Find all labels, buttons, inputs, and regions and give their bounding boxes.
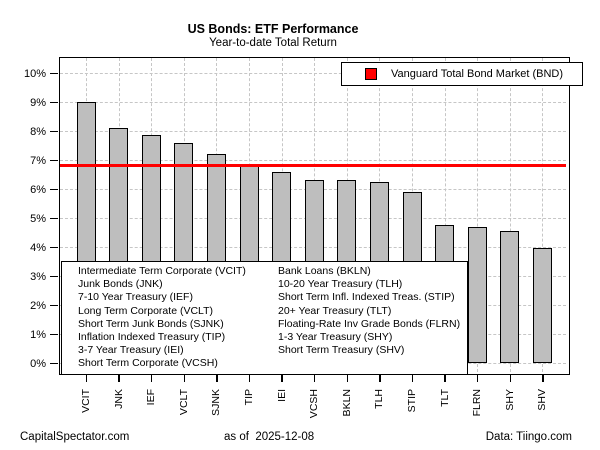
y-axis-tick (50, 362, 58, 365)
y-axis-tick (50, 159, 58, 162)
x-axis-tick (346, 375, 349, 382)
title-block: US Bonds: ETF Performance Year-to-date T… (0, 22, 546, 50)
bar-FLRN (467, 226, 487, 363)
footer-data-source: Data: Tiingo.com (485, 431, 572, 443)
x-axis-tick (313, 375, 316, 382)
etf-key-item: Floating-Rate Inv Grade Bonds (FLRN) (278, 317, 461, 330)
y-axis-tick (50, 188, 58, 191)
etf-key-column-left: Intermediate Term Corporate (VCIT) Junk B… (78, 265, 246, 371)
y-axis-tick (50, 275, 58, 278)
chart-subtitle: Year-to-date Total Return (209, 37, 337, 49)
x-axis-tick (118, 375, 120, 382)
v-gridline (542, 58, 544, 372)
y-tick-label-1: 1% (30, 328, 46, 341)
etf-key-item: Short Term Treasury (SHV) (278, 344, 405, 357)
y-tick-label-4: 4% (30, 241, 46, 254)
legend-swatch-icon (365, 68, 377, 80)
etf-key-item: 20+ Year Treasury (TLT) (278, 304, 392, 317)
y-tick-label-0: 0% (30, 357, 46, 370)
etf-key-item: Short Term Junk Bonds (SJNK) (78, 317, 224, 330)
x-axis-tick (411, 375, 414, 382)
footer-site-name: CapitalSpectator.com (20, 431, 130, 443)
y-axis-tick (50, 72, 58, 75)
y-tick-label-7: 7% (30, 154, 46, 167)
x-axis-tick (248, 375, 251, 382)
y-axis-tick (50, 304, 58, 307)
x-axis-tick (150, 375, 153, 382)
legend: Vanguard Total Bond Market (BND) (341, 62, 583, 86)
etf-key-column-right: Bank Loans (BKLN) 10-20 Year Treasury (TL… (278, 265, 460, 357)
etf-key-item: Short Term Infl. Indexed Treas. (STIP) (278, 291, 455, 304)
y-tick-label-3: 3% (30, 270, 46, 283)
bar-SHY (500, 231, 520, 363)
y-axis-tick (50, 333, 58, 336)
y-tick-label-8: 8% (30, 125, 46, 138)
v-gridline (477, 58, 479, 372)
y-tick-label-10: 10% (23, 67, 46, 80)
etf-key-item: 1-3 Year Treasury (SHY) (278, 331, 393, 344)
etf-key-item: 10-20 Year Treasury (TLH) (278, 278, 403, 291)
h-gridline (60, 73, 566, 74)
y-tick-label-5: 5% (30, 212, 46, 225)
x-axis-tick (476, 375, 479, 382)
x-axis-tick (509, 375, 512, 382)
chart-title: US Bonds: ETF Performance (187, 22, 359, 36)
etf-key-item: 7-10 Year Treasury (IEF) (78, 291, 193, 304)
x-axis-tick (183, 375, 186, 382)
y-axis-tick (50, 246, 58, 249)
etf-key-item: 3-7 Year Treasury (IEI) (78, 344, 184, 357)
h-gridline (60, 131, 566, 132)
x-axis-tick (216, 375, 218, 382)
x-axis-tick (379, 375, 381, 382)
x-axis-tick (542, 375, 544, 382)
y-tick-label-9: 9% (30, 96, 46, 109)
y-axis-tick (50, 130, 58, 133)
y-tick-label-6: 6% (30, 183, 46, 196)
etf-key-item: Intermediate Term Corporate (VCIT) (78, 265, 246, 277)
etf-key-item: Long Term Corporate (VCLT) (78, 304, 213, 317)
etf-key-item: Short Term Corporate (VCSH) (78, 357, 218, 370)
footer: CapitalSpectator.com as of 2025-12-08 Da… (0, 431, 600, 447)
x-axis-tick (281, 375, 283, 382)
x-axis-tick (444, 375, 446, 382)
y-tick-label-2: 2% (30, 299, 46, 312)
etf-key-item: Inflation Indexed Treasury (TIP) (78, 331, 226, 344)
bar-SHV (532, 248, 552, 363)
etf-key-box: Intermediate Term Corporate (VCIT) Junk B… (61, 261, 468, 375)
reference-line-bnd (60, 164, 566, 168)
legend-label: Vanguard Total Bond Market (BND) (391, 68, 564, 80)
h-gridline (60, 102, 566, 103)
footer-as-of-date: as of 2025-12-08 (224, 431, 315, 443)
etf-key-item: Bank Loans (BKLN) (278, 265, 371, 277)
v-gridline (444, 58, 446, 372)
v-gridline (509, 58, 511, 372)
y-axis-tick (50, 217, 58, 220)
etf-key-item: Junk Bonds (JNK) (78, 278, 163, 291)
x-axis-tick (85, 375, 88, 382)
y-axis-tick (50, 101, 58, 104)
h-gridline (60, 160, 566, 161)
